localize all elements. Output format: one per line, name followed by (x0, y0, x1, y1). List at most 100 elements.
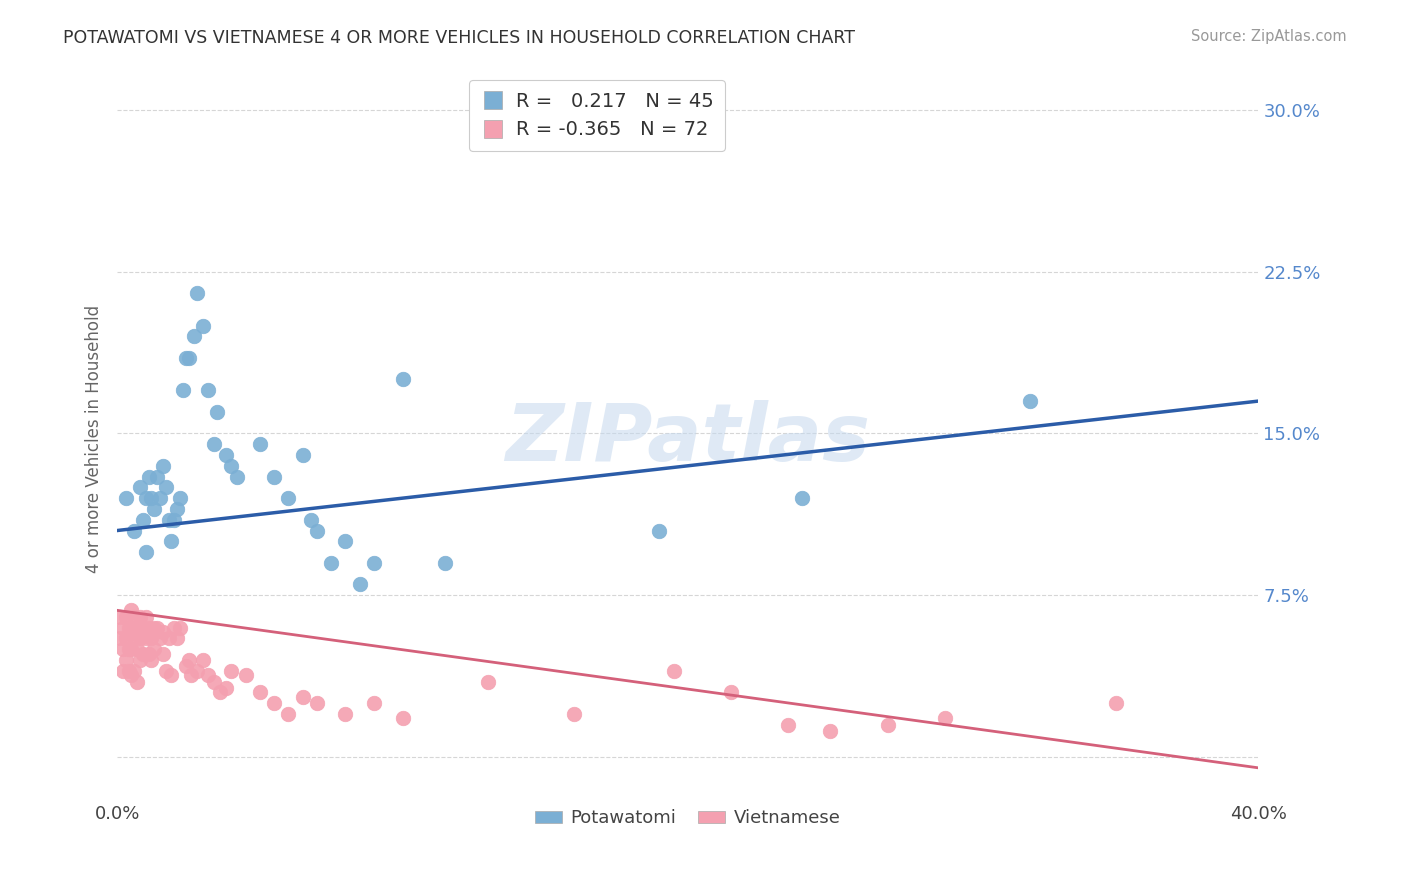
Point (127, 621, 149, 635)
Point (299, 513, 322, 527)
Point (197, 668, 219, 682)
Point (132, 513, 155, 527)
Point (202, 674, 225, 689)
Point (363, 556, 385, 570)
Point (120, 668, 142, 682)
Point (249, 685, 271, 699)
Point (172, 384, 194, 398)
Point (160, 668, 183, 682)
Point (391, 711, 413, 725)
Point (124, 524, 146, 538)
Point (249, 437, 271, 451)
Text: POTAWATOMI VS VIETNAMESE 4 OR MORE VEHICLES IN HOUSEHOLD CORRELATION CHART: POTAWATOMI VS VIETNAMESE 4 OR MORE VEHIC… (63, 29, 855, 46)
Point (160, 534, 183, 549)
Point (291, 448, 314, 462)
Point (305, 524, 328, 538)
Point (124, 610, 146, 624)
Point (186, 664, 208, 678)
Point (155, 480, 177, 494)
Point (155, 664, 177, 678)
Point (141, 491, 163, 505)
Point (790, 491, 813, 505)
Point (277, 491, 299, 505)
Point (321, 556, 343, 570)
Point (143, 502, 166, 516)
Point (226, 469, 249, 483)
Point (720, 685, 742, 699)
Point (177, 653, 200, 667)
Point (157, 632, 180, 646)
Point (1105, 696, 1128, 710)
Point (129, 480, 152, 494)
Point (111, 621, 134, 635)
Point (183, 329, 205, 343)
Point (149, 491, 172, 505)
Point (129, 632, 152, 646)
Point (263, 469, 285, 483)
Point (277, 706, 299, 721)
Point (335, 534, 357, 549)
Point (124, 632, 146, 646)
Point (127, 674, 149, 689)
Point (197, 384, 219, 398)
Point (166, 632, 188, 646)
Point (152, 624, 174, 639)
Point (349, 577, 371, 591)
Point (174, 351, 197, 365)
Point (114, 610, 136, 624)
Point (129, 653, 152, 667)
Point (191, 318, 214, 333)
Point (129, 610, 152, 624)
Point (434, 556, 457, 570)
Point (132, 647, 155, 661)
Point (124, 664, 146, 678)
Point (221, 664, 243, 678)
Point (117, 664, 139, 678)
Point (135, 610, 157, 624)
Text: Source: ZipAtlas.com: Source: ZipAtlas.com (1191, 29, 1347, 44)
Point (562, 706, 585, 721)
Point (163, 621, 186, 635)
Point (143, 642, 166, 657)
Point (141, 653, 163, 667)
Point (138, 469, 160, 483)
Point (117, 621, 139, 635)
Point (477, 674, 499, 689)
Point (305, 696, 328, 710)
Point (127, 642, 149, 657)
Point (149, 632, 172, 646)
Point (391, 372, 413, 386)
Point (363, 696, 385, 710)
Point (146, 469, 169, 483)
Point (169, 491, 191, 505)
Point (132, 621, 155, 635)
Point (143, 621, 166, 635)
Point (135, 545, 157, 559)
Point (169, 621, 191, 635)
Point (108, 632, 131, 646)
Point (214, 681, 236, 695)
Point (152, 647, 174, 661)
Point (138, 647, 160, 661)
Point (111, 664, 134, 678)
Point (191, 653, 214, 667)
Point (120, 642, 142, 657)
Point (291, 690, 314, 704)
Point (180, 668, 202, 682)
Point (186, 286, 208, 301)
Point (135, 632, 157, 646)
Point (221, 458, 243, 473)
Text: ZIPatlas: ZIPatlas (505, 400, 870, 478)
Point (820, 724, 842, 739)
Point (111, 642, 134, 657)
Point (235, 668, 257, 682)
Point (120, 603, 142, 617)
Point (141, 632, 163, 646)
Point (214, 448, 236, 462)
Point (114, 653, 136, 667)
Point (202, 437, 225, 451)
Point (166, 502, 188, 516)
Point (138, 621, 160, 635)
Point (208, 685, 231, 699)
Point (146, 621, 169, 635)
